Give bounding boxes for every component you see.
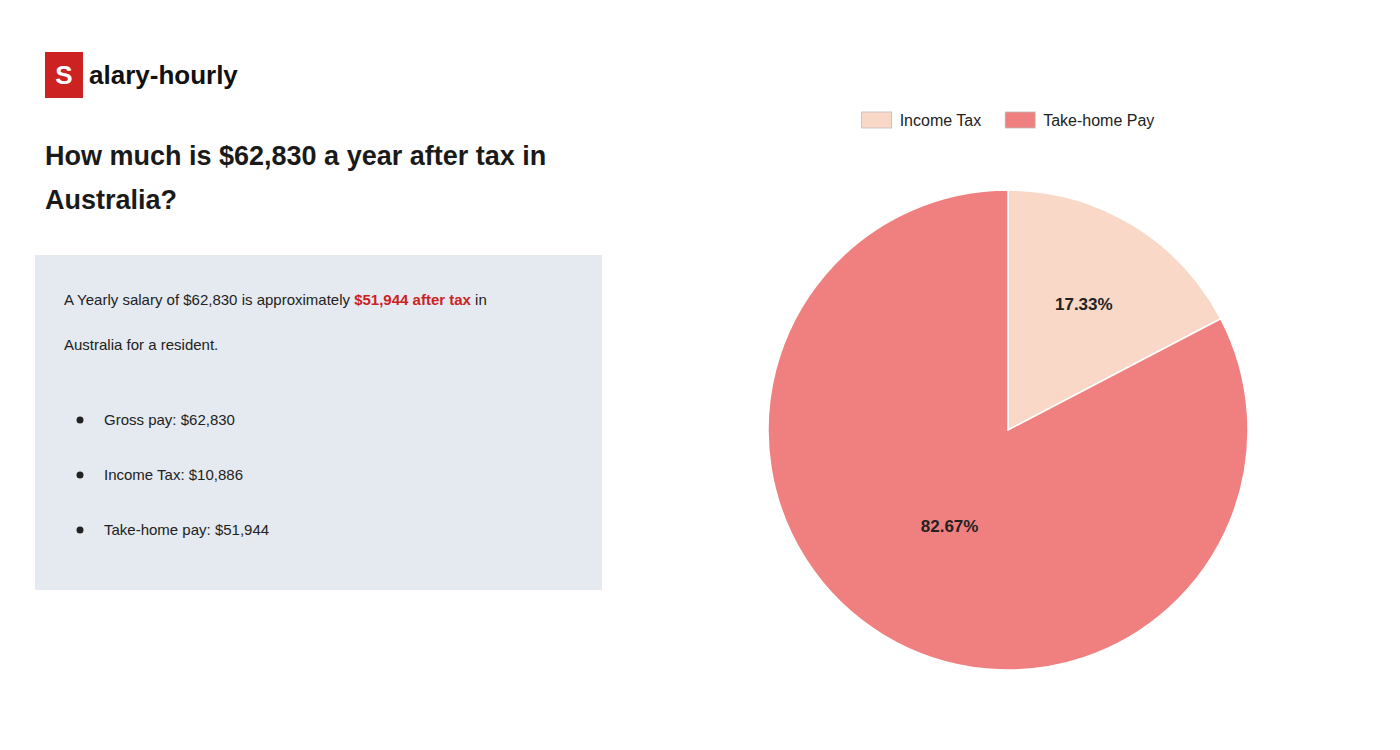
info-text: A Yearly salary of $62,830 is approximat… xyxy=(64,291,354,308)
legend-swatch xyxy=(1005,112,1035,128)
info-box xyxy=(35,255,602,590)
logo-letter: S xyxy=(55,60,72,90)
bullet xyxy=(77,417,84,424)
legend-item: Income Tax xyxy=(862,112,982,129)
logo-box xyxy=(45,52,83,98)
logo-text: alary-hourly xyxy=(89,60,238,90)
bullet-text: Income Tax: $10,886 xyxy=(104,466,243,483)
title: How much is $62,830 a year after tax in xyxy=(45,141,546,171)
legend-item: Take-home Pay xyxy=(1005,112,1154,129)
legend-label: Take-home Pay xyxy=(1043,112,1154,129)
pie-slice xyxy=(768,190,1248,670)
text-panel: Salary-hourly How much is $62,830 a year … xyxy=(35,52,602,590)
bullet xyxy=(77,472,84,479)
data-labels: 17.33% 82.67% xyxy=(921,295,1113,536)
info-line: A Yearly salary of $62,830 is approximat… xyxy=(64,291,487,308)
info-line: Australia for a resident. xyxy=(64,336,218,353)
info-text: in xyxy=(471,291,487,308)
bullet xyxy=(77,527,84,534)
data-label: 82.67% xyxy=(921,517,979,536)
pie xyxy=(768,190,1248,670)
legend: Income Tax Take-home Pay xyxy=(862,112,1155,129)
bullet-text: Take-home pay: $51,944 xyxy=(104,521,269,538)
legend-label: Income Tax xyxy=(900,112,982,129)
chart: Salary-hourly How much is $62,830 a year … xyxy=(0,0,1400,750)
title: Australia? xyxy=(45,185,177,215)
bullet-text: Gross pay: $62,830 xyxy=(104,411,235,428)
info-highlight: $51,944 after tax xyxy=(354,291,471,308)
data-label: 17.33% xyxy=(1055,295,1113,314)
legend-swatch xyxy=(862,112,892,128)
